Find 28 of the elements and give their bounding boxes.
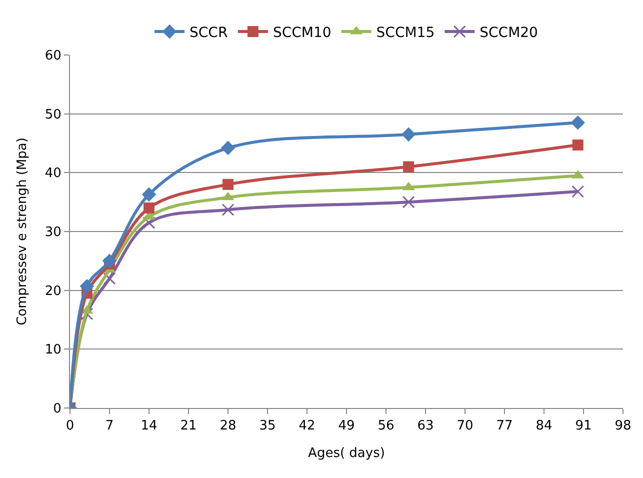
x-tick-label: 91 xyxy=(575,418,592,434)
x-tick-label: 28 xyxy=(220,418,236,434)
x-axis-title: Ages( days) xyxy=(308,446,385,462)
y-tick-label: 20 xyxy=(44,284,62,299)
x-tick-label: 56 xyxy=(378,418,394,434)
y-tick-label: 0 xyxy=(53,402,62,417)
x-tick-label: 21 xyxy=(180,418,197,434)
legend-label: SCCM20 xyxy=(480,25,538,41)
x-tick-label: 0 xyxy=(66,418,74,434)
legend-label: SCCR xyxy=(190,25,228,41)
y-tick-label: 10 xyxy=(44,342,62,358)
y-tick-label: 50 xyxy=(44,107,62,122)
x-tick-label: 42 xyxy=(298,418,316,434)
x-tick-label: 77 xyxy=(496,418,513,434)
legend-label: SCCM10 xyxy=(272,25,332,41)
x-tick-label: 70 xyxy=(456,418,474,434)
y-tick-label: 30 xyxy=(44,225,62,240)
y-tick-label: 60 xyxy=(44,48,62,64)
x-tick-label: 35 xyxy=(259,418,276,434)
legend-label: SCCM15 xyxy=(376,25,435,41)
x-tick-label: 14 xyxy=(140,418,158,434)
x-tick-label: 98 xyxy=(614,418,632,434)
x-tick-label: 49 xyxy=(338,418,355,434)
x-tick-label: 84 xyxy=(536,418,552,434)
x-tick-label: 7 xyxy=(105,418,114,434)
x-tick-label: 63 xyxy=(417,418,434,434)
y-tick-label: 40 xyxy=(44,166,62,182)
y-axis-title: Compressev e strengh (Mpa) xyxy=(14,138,30,326)
